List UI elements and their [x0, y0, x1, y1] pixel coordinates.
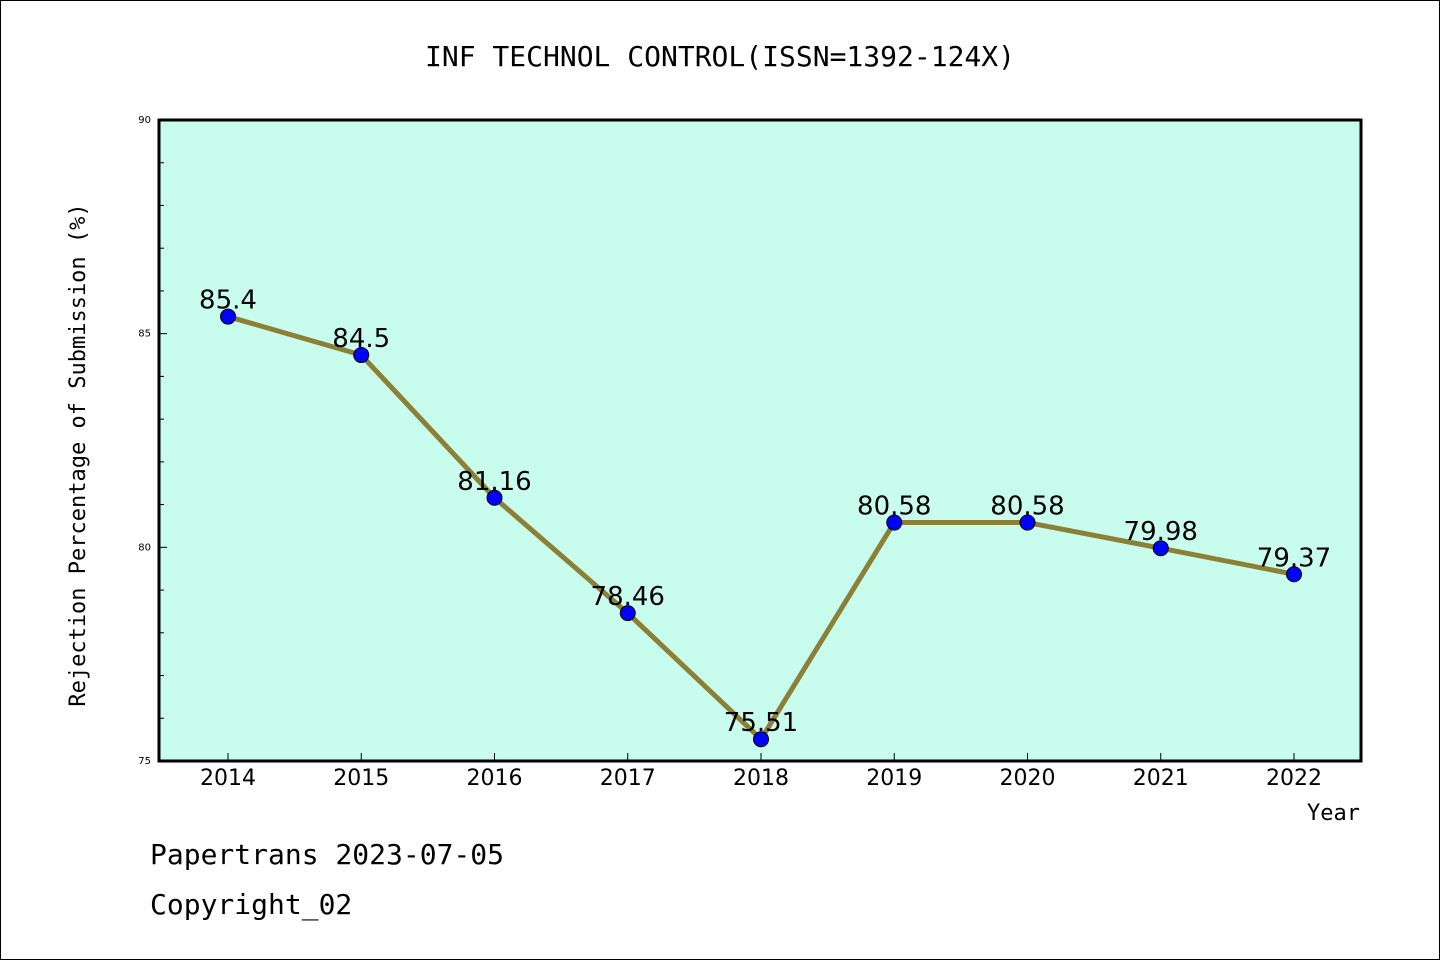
- data-label: 79.37: [1257, 543, 1331, 573]
- x-tick-label: 2018: [733, 766, 789, 791]
- y-tick-label: 90: [138, 115, 151, 126]
- x-tick-label: 2019: [866, 766, 922, 791]
- data-point: [1286, 566, 1302, 583]
- footer-papertrans: Papertrans 2023-07-05: [150, 838, 504, 871]
- footer-copyright: Copyright_02: [150, 888, 352, 922]
- data-label: 85.4: [199, 286, 257, 316]
- x-tick-label: 2017: [600, 766, 656, 791]
- y-axis-label: Rejection Percentage of Submission (%): [66, 203, 91, 706]
- y-tick-label: 85: [138, 329, 151, 340]
- data-label: 80.58: [990, 492, 1064, 522]
- data-label: 75.51: [724, 708, 798, 738]
- plot-area: [159, 120, 1361, 761]
- chart-title: INF TECHNOL CONTROL(ISSN=1392-124X): [425, 40, 1015, 73]
- data-point: [619, 605, 636, 622]
- series-markers: [220, 308, 1302, 748]
- data-point: [886, 514, 903, 531]
- y-tick-label: 80: [138, 542, 151, 553]
- data-point: [486, 489, 503, 506]
- data-point: [1152, 540, 1169, 557]
- x-tick-label: 2014: [200, 766, 256, 791]
- x-tick-label: 2015: [333, 766, 389, 791]
- data-point: [1019, 514, 1036, 531]
- data-labels: 85.4 84.5 81.16 78.46 75.51 80.58 80.58 79.98 79…: [199, 286, 1331, 739]
- data-point: [220, 308, 236, 325]
- data-label: 84.5: [332, 324, 390, 354]
- x-axis-ticks: 2014 2015 2016 2017 2018 2019 2020 2021 2022: [200, 753, 1322, 791]
- data-label: 81.16: [457, 467, 531, 497]
- data-point: [753, 731, 769, 748]
- x-tick-label: 2016: [467, 766, 523, 791]
- x-tick-label: 2021: [1133, 766, 1189, 791]
- data-point: [353, 347, 370, 364]
- y-tick-label: 75: [138, 756, 151, 767]
- x-axis-label: Year: [1307, 801, 1360, 826]
- plot-border: [157, 118, 1363, 763]
- data-label: 80.58: [857, 492, 931, 522]
- data-label: 79.98: [1124, 517, 1198, 547]
- data-label: 78.46: [591, 582, 665, 612]
- x-tick-label: 2020: [1000, 766, 1056, 791]
- x-tick-label: 2022: [1266, 766, 1322, 791]
